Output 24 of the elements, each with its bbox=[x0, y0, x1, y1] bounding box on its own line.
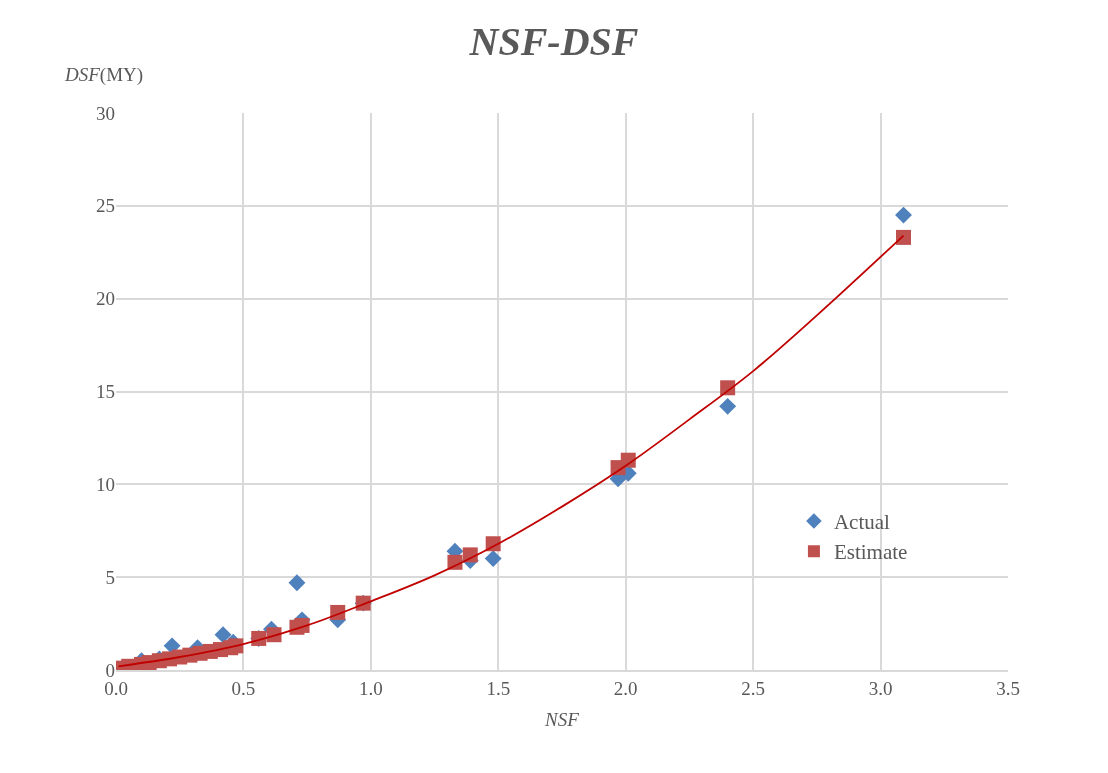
x-tick-label: 0.5 bbox=[231, 677, 256, 699]
x-tick-label: 1.0 bbox=[358, 677, 383, 699]
x-tick-label: 2.5 bbox=[741, 677, 766, 699]
legend-label: Actual bbox=[833, 510, 891, 535]
point bbox=[895, 206, 912, 224]
x-tick-label: 3.5 bbox=[996, 677, 1020, 699]
x-tick-label: 2.0 bbox=[613, 677, 638, 699]
x-tick-label: 1.5 bbox=[486, 677, 511, 699]
point bbox=[214, 626, 232, 644]
chart-title: NSF-DSF bbox=[468, 19, 639, 65]
y-tick-label: 15 bbox=[96, 381, 115, 403]
point bbox=[484, 550, 502, 568]
x-tick-label: 3.0 bbox=[868, 677, 893, 699]
y-tick-label: 5 bbox=[105, 566, 115, 588]
y-tick-label: 10 bbox=[96, 473, 115, 495]
point bbox=[896, 229, 912, 245]
point bbox=[719, 397, 737, 415]
y-tick-label: 30 bbox=[96, 102, 115, 124]
y-tick-label: 20 bbox=[96, 288, 115, 310]
y-tick-label: 25 bbox=[96, 195, 115, 217]
y-axis-title: DSF(MY) bbox=[64, 64, 144, 86]
legend-label: Estimate bbox=[833, 540, 908, 565]
x-axis-title: NSF bbox=[544, 708, 580, 730]
point bbox=[288, 574, 306, 592]
